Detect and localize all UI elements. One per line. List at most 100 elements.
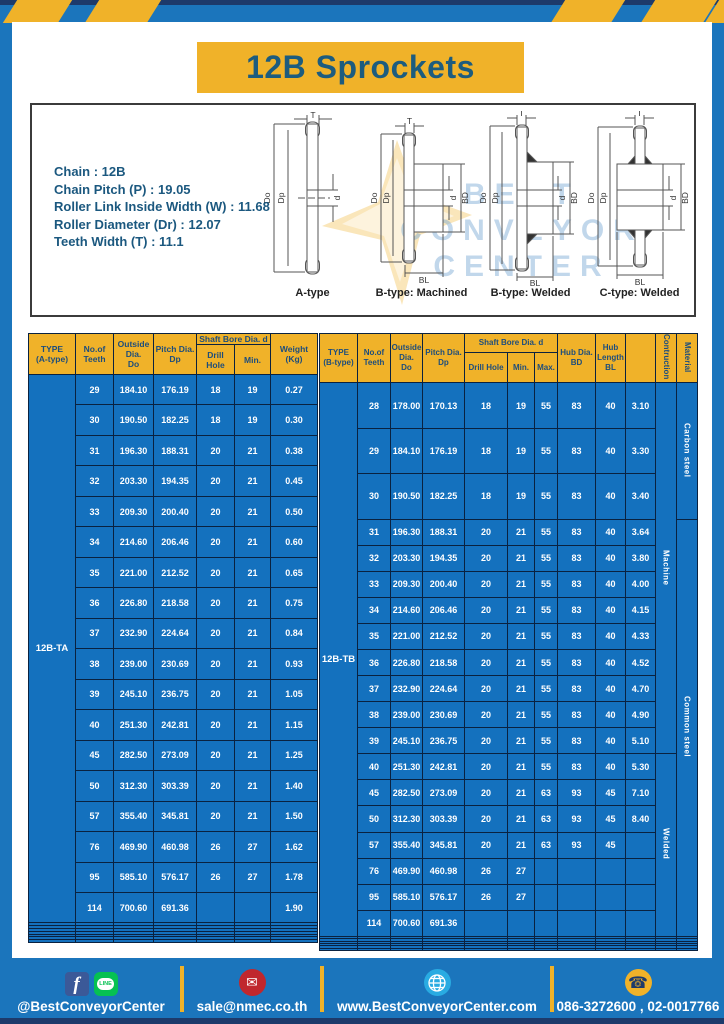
table-cell xyxy=(533,857,559,885)
table-cell: 83 xyxy=(557,727,597,755)
table-cell: 184.10 xyxy=(390,427,423,475)
table-cell: 4.00 xyxy=(625,570,657,598)
table-cell: 95 xyxy=(75,861,114,893)
table-cell: 1.78 xyxy=(270,861,319,893)
table-cell: 21 xyxy=(507,753,535,781)
col-header-shaft-bore: Shaft Bore Dia. d xyxy=(463,332,559,354)
table-cell: 19 xyxy=(507,427,535,475)
construction-cell: Machine xyxy=(655,382,678,755)
table-cell: 20 xyxy=(196,617,235,650)
table-cell: 206.46 xyxy=(153,526,197,558)
svg-text:BL: BL xyxy=(634,277,645,286)
table-cell: 20 xyxy=(464,805,508,833)
table-cell xyxy=(390,947,423,952)
table-row: 76 469.90 460.98 26 27 xyxy=(320,857,698,885)
table-cell: 460.98 xyxy=(422,857,465,885)
table-cell: 29 xyxy=(357,427,391,475)
table-cell: 460.98 xyxy=(153,831,197,863)
table-cell: 8.40 xyxy=(625,805,657,833)
table-cell: 224.64 xyxy=(422,675,465,703)
social-handle: @BestConveyorCenter xyxy=(17,999,165,1014)
table-cell: 32 xyxy=(75,465,114,497)
table-row: 38 239.00 230.69 20 21 0.93 xyxy=(29,648,319,680)
table-cell: 21 xyxy=(233,800,272,833)
col-header-weight: Weight (Kg) xyxy=(270,333,319,375)
table-cell: 176.19 xyxy=(153,373,197,406)
table-cell: 0.27 xyxy=(270,373,319,406)
table-cell: 1.15 xyxy=(270,709,319,741)
table-cell: 50 xyxy=(75,770,114,802)
table-cell xyxy=(557,883,597,911)
table-row: 40 251.30 242.81 20 21 55 83 40 5.30 Welded xyxy=(320,753,698,937)
table-cell: 57 xyxy=(75,800,114,833)
spec-line: Roller Link Inside Width (W) : 11.68 xyxy=(54,199,270,214)
table-cell: 21 xyxy=(233,709,272,741)
table-cell: 0.30 xyxy=(270,404,319,436)
table-cell: 188.31 xyxy=(422,518,465,546)
col-header-weight xyxy=(625,332,657,384)
table-cell: 21 xyxy=(507,544,535,572)
footer-divider xyxy=(320,966,324,1012)
globe-icon xyxy=(423,969,451,996)
table-row: 35 221.00 212.52 20 21 0.65 xyxy=(29,556,319,589)
table-cell: 176.19 xyxy=(422,427,465,475)
table-cell: 218.58 xyxy=(153,587,197,619)
col-header-construction: Contruction xyxy=(655,332,678,384)
table-cell: 190.50 xyxy=(113,404,154,436)
table-cell xyxy=(557,947,597,952)
diagram-b-type-welded: T Do Dp d BD BL B-type: Welded xyxy=(476,111,585,299)
diagram-b-type-machined: T Do Dp d BD BL B-type: Machined xyxy=(367,111,476,299)
table-cell: 50 xyxy=(357,805,391,833)
table-cell xyxy=(196,891,235,924)
table-cell: 200.40 xyxy=(153,495,197,528)
table-row: 30 190.50 182.25 18 19 55 83 40 3.40 xyxy=(320,473,698,520)
table-cell: 40 xyxy=(595,473,627,520)
table-cell: 4.33 xyxy=(625,622,657,650)
col-header-teeth: No.of Teeth xyxy=(357,332,391,384)
table-cell: 20 xyxy=(464,779,508,807)
table-cell: 21 xyxy=(233,678,272,711)
material-cell: Common steel xyxy=(676,518,699,937)
table-cell: 226.80 xyxy=(113,587,154,619)
table-cell: 196.30 xyxy=(113,434,154,467)
table-cell: 20 xyxy=(464,727,508,755)
table-cell: 355.40 xyxy=(390,831,423,859)
table-cell: 245.10 xyxy=(113,678,154,711)
col-header-outside-dia: Outside Dia. Do xyxy=(390,332,423,384)
table-cell: 95 xyxy=(357,883,391,911)
table-cell: 1.62 xyxy=(270,831,319,863)
table-cell: 21 xyxy=(233,648,272,680)
svg-text:T: T xyxy=(519,111,524,118)
svg-text:Dp: Dp xyxy=(276,192,286,203)
table-cell: 19 xyxy=(233,373,272,406)
table-cell: 251.30 xyxy=(390,753,423,781)
table-cell: 239.00 xyxy=(390,701,423,729)
table-cell: 236.75 xyxy=(422,727,465,755)
hazard-stripe xyxy=(84,0,162,23)
chain-specs: Chain : 12B Chain Pitch (P) : 19.05 Roll… xyxy=(54,163,270,251)
table-cell xyxy=(75,939,114,943)
table-cell: 4.90 xyxy=(625,701,657,729)
table-cell: 55 xyxy=(533,701,559,729)
table-cell: 236.75 xyxy=(153,678,197,711)
table-cell xyxy=(676,945,699,949)
empty-table-row xyxy=(319,940,699,945)
table-cell xyxy=(507,947,535,952)
table-cell: 1.90 xyxy=(270,891,319,924)
table-cell: 55 xyxy=(533,648,559,677)
table-cell: 226.80 xyxy=(390,648,423,677)
hazard-stripe xyxy=(550,0,626,23)
table-cell: 33 xyxy=(357,570,391,598)
table-cell: 55 xyxy=(533,675,559,703)
svg-text:d: d xyxy=(668,195,678,200)
table-row: 39 245.10 236.75 20 21 55 83 40 5.10 xyxy=(320,727,698,755)
table-cell: 0.38 xyxy=(270,434,319,467)
email-icon: ✉ xyxy=(238,969,266,996)
table-cell: 40 xyxy=(595,701,627,729)
svg-text:d: d xyxy=(448,195,458,200)
col-header-min: Min. xyxy=(507,352,535,384)
table-cell: 29 xyxy=(75,373,114,406)
table-cell: 0.50 xyxy=(270,495,319,528)
table-cell: 45 xyxy=(595,831,627,859)
col-header-shaft-bore: Shaft Bore Dia. d xyxy=(195,333,272,345)
